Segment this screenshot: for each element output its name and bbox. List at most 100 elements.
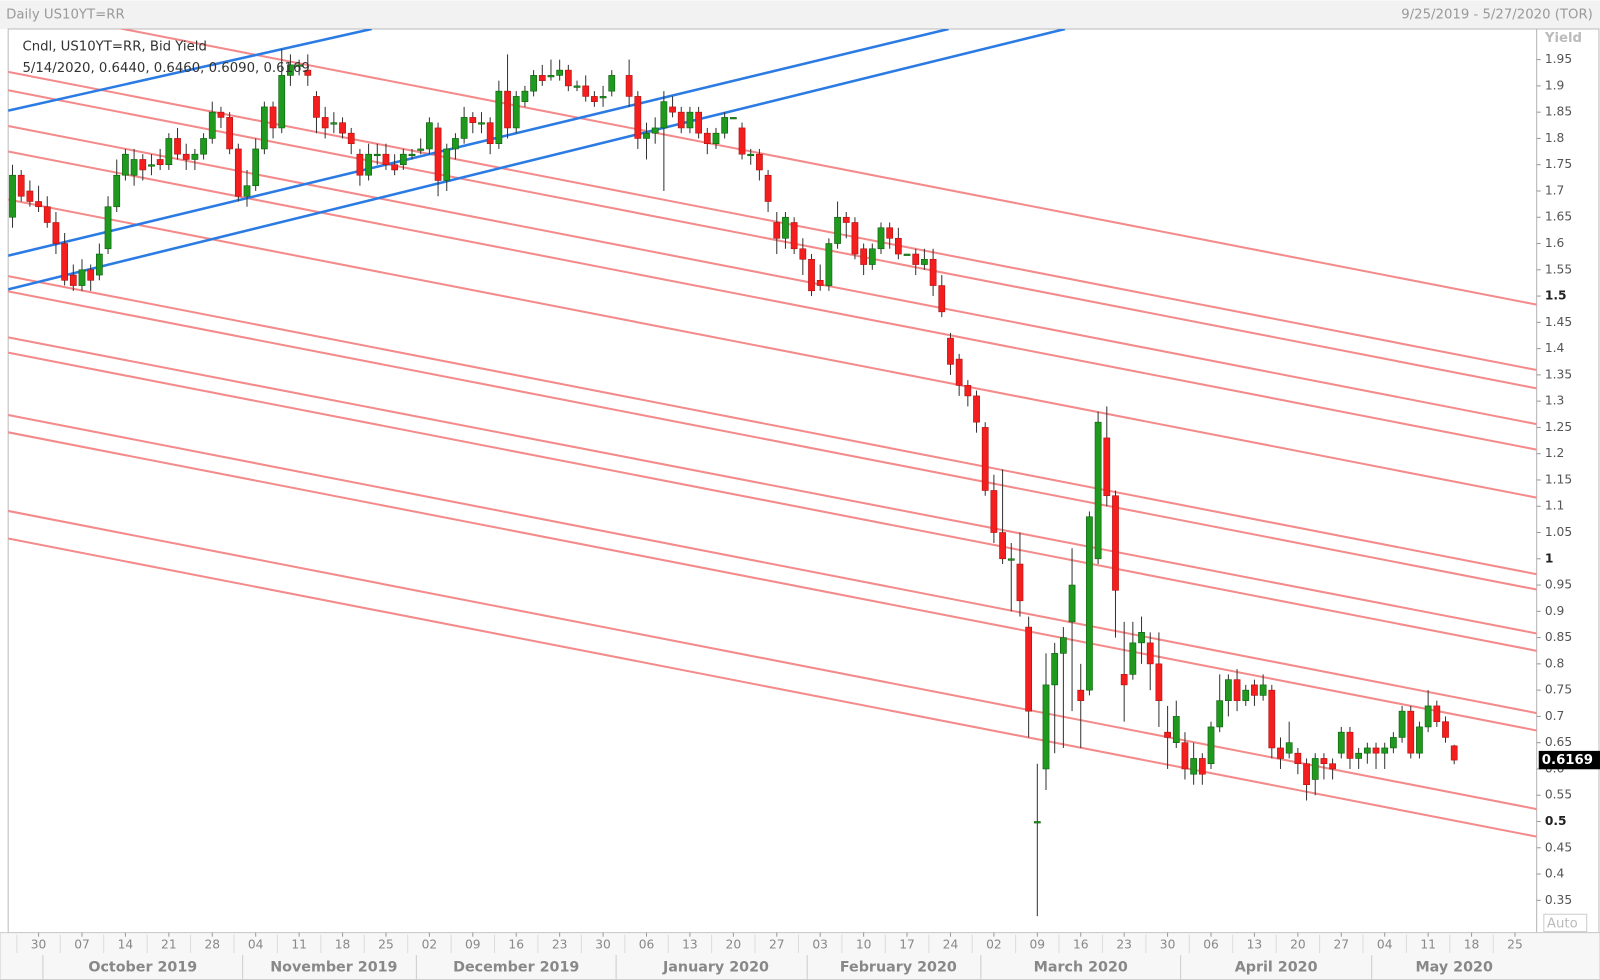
- candle-body: [964, 385, 972, 397]
- candle-body: [399, 153, 407, 166]
- candle-body: [1381, 747, 1389, 754]
- candle-body: [643, 132, 650, 139]
- candle-body: [1337, 731, 1345, 754]
- candle-body: [1268, 689, 1276, 749]
- candle-body: [556, 69, 564, 76]
- candle-body: [868, 248, 876, 265]
- candle-body: [521, 90, 529, 102]
- y-tick-label: 0.35: [1545, 893, 1572, 907]
- x-tick-label: 24: [943, 937, 959, 951]
- candle-body: [234, 148, 242, 197]
- x-tick-label: 16: [1073, 937, 1089, 951]
- candle-body: [842, 216, 850, 223]
- candle-body: [1277, 747, 1284, 759]
- red-trend-line: [8, 537, 1537, 838]
- x-tick-label: 02: [422, 937, 438, 951]
- candle-body: [478, 122, 485, 125]
- candle-body: [712, 132, 720, 144]
- red-trend-line: [117, 28, 1537, 306]
- candle-body: [1007, 558, 1015, 561]
- candle-body: [747, 153, 755, 157]
- candle-body: [1346, 731, 1354, 759]
- candle-body: [1198, 758, 1206, 775]
- candle-body: [1363, 747, 1371, 754]
- y-axis-label: Yield: [1544, 31, 1582, 46]
- candle-body: [591, 96, 598, 102]
- x-tick-label: 28: [204, 937, 220, 951]
- red-trend-line: [8, 351, 1537, 652]
- candle-body: [1112, 495, 1119, 591]
- candle-body: [113, 174, 121, 208]
- candle-body: [1094, 421, 1102, 560]
- candle-body: [573, 85, 581, 88]
- candle-body: [608, 75, 616, 92]
- candle-body: [634, 96, 642, 139]
- x-tick-label: 25: [378, 937, 394, 951]
- candle-body: [1242, 689, 1250, 701]
- candle-body: [174, 138, 181, 155]
- x-tick-label: 11: [291, 937, 307, 951]
- candle-body: [808, 258, 815, 292]
- candle-body: [738, 127, 746, 155]
- candle-body: [1424, 705, 1432, 728]
- last-value-box: [1538, 750, 1600, 770]
- y-tick-label: 0.65: [1545, 735, 1572, 749]
- candle-body: [1233, 679, 1241, 701]
- x-tick-label: 20: [726, 937, 742, 951]
- candle-body: [851, 222, 859, 255]
- scale-mode: Auto: [1547, 916, 1578, 931]
- candle-body: [764, 174, 772, 202]
- red-trend-line: [8, 290, 1537, 591]
- chart-title: Daily US10YT=RR: [6, 8, 125, 23]
- red-trend-line: [8, 275, 1537, 576]
- candle-body: [347, 132, 355, 144]
- trend-lines: [8, 28, 1537, 838]
- x-tick-label: 30: [595, 937, 611, 951]
- candle-body: [295, 64, 303, 67]
- candle-body: [426, 122, 433, 150]
- y-tick-label: 1.1: [1545, 499, 1564, 513]
- candle-body: [1146, 642, 1154, 665]
- candle-body: [1416, 726, 1423, 754]
- candle-body: [538, 75, 546, 81]
- candle-body: [1016, 563, 1024, 602]
- candle-body: [1294, 752, 1302, 765]
- month-label: January 2020: [662, 959, 769, 975]
- candle-body: [95, 253, 103, 276]
- candle-body: [773, 222, 781, 239]
- candle-body: [686, 111, 694, 129]
- y-tick-label: 1.65: [1545, 210, 1572, 224]
- month-label: March 2020: [1034, 959, 1128, 975]
- candle-body: [130, 159, 138, 176]
- month-label: May 2020: [1415, 959, 1493, 975]
- candle-body: [530, 75, 537, 92]
- month-label: April 2020: [1235, 959, 1318, 975]
- y-axis-panel: [1536, 28, 1600, 934]
- y-tick-label: 0.85: [1545, 630, 1572, 644]
- candle-body: [1164, 731, 1171, 738]
- candle-body: [382, 153, 390, 166]
- candle-body: [495, 90, 503, 144]
- candle-body: [929, 258, 937, 286]
- candle-body: [122, 153, 129, 176]
- x-tick-label: 30: [1160, 937, 1176, 951]
- candle-body: [834, 216, 841, 244]
- candle-body: [443, 148, 451, 181]
- x-tick-label: 09: [465, 937, 481, 951]
- candle-body: [78, 269, 86, 286]
- y-tick-label: 1.35: [1545, 367, 1572, 381]
- red-trend-line: [8, 124, 1537, 426]
- candle-body: [799, 248, 807, 260]
- candle-body: [287, 64, 294, 76]
- candle-body: [677, 111, 685, 129]
- y-tick-label: 1.55: [1545, 262, 1572, 276]
- red-trend-line: [8, 431, 1537, 732]
- candle-body: [1042, 684, 1050, 770]
- candle-body: [200, 138, 207, 155]
- candle-body: [1138, 632, 1145, 644]
- candle-body: [165, 138, 173, 166]
- candle-body: [877, 227, 885, 250]
- candle-body: [486, 122, 494, 144]
